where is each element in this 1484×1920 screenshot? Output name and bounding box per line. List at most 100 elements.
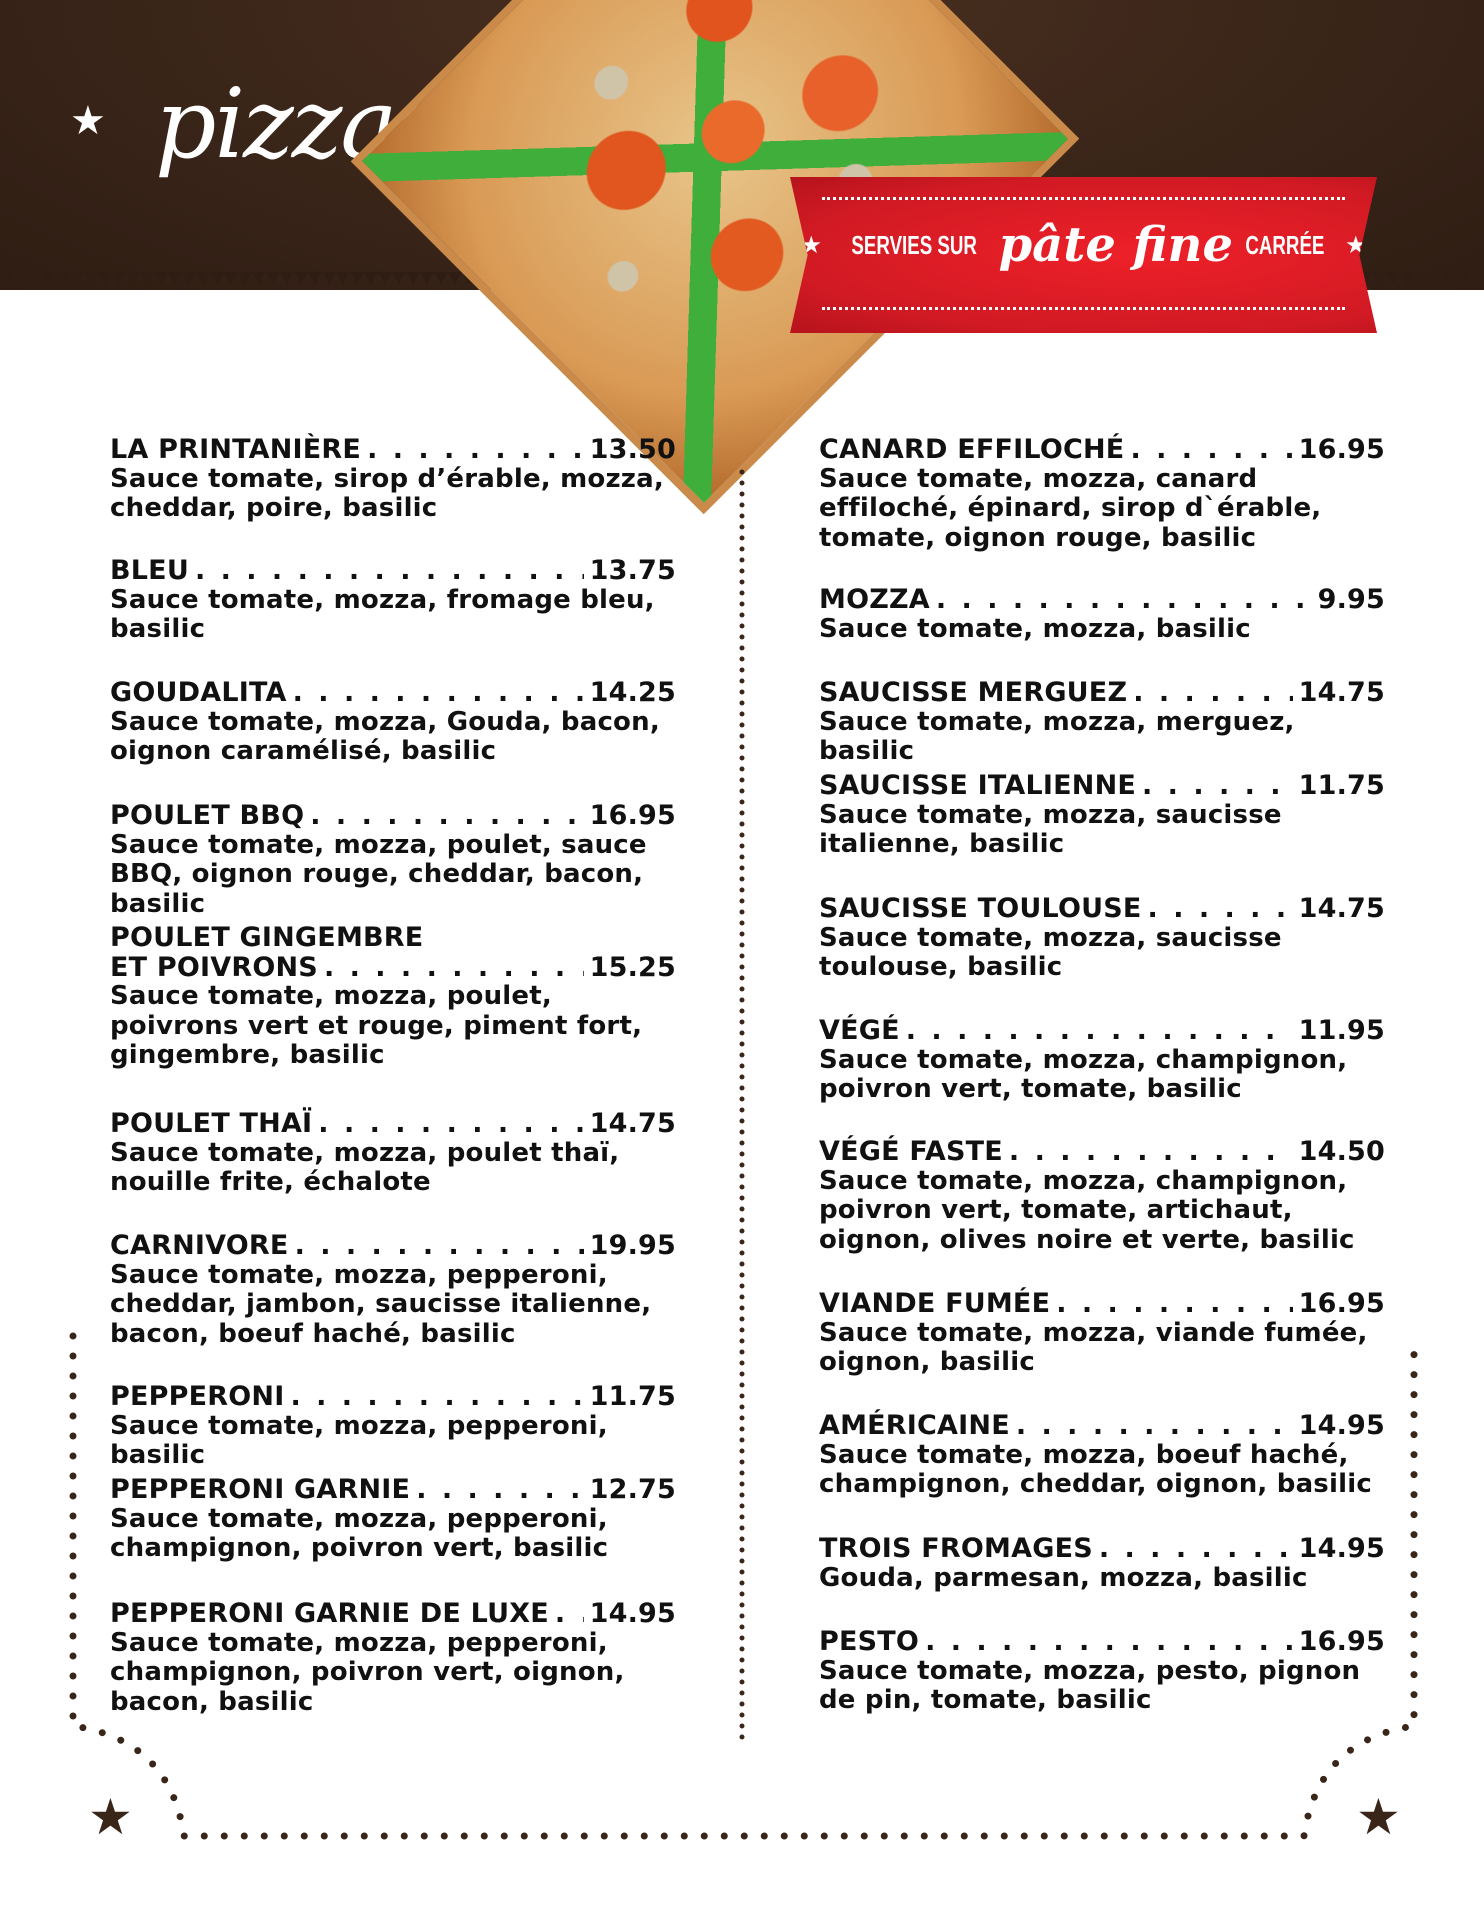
- item-price: 16.95: [1298, 434, 1385, 465]
- item-description: Sauce tomate, mozza, saucisse italienne,…: [819, 799, 1282, 859]
- leader-dots: [367, 435, 584, 465]
- item-description: Sauce tomate, mozza, poulet, poivrons ve…: [110, 981, 643, 1070]
- item-price: 13.50: [589, 434, 676, 465]
- item-price: 14.50: [1298, 1136, 1385, 1167]
- item-description: Sauce tomate, mozza, Gouda, bacon, oigno…: [110, 706, 660, 766]
- menu-item: SAUCISSE TOULOUSE 14.75 Sauce tomate, mozz…: [819, 894, 1385, 983]
- item-price: 16.95: [1298, 1626, 1385, 1657]
- item-name: PEPPERONI: [110, 1381, 285, 1412]
- item-description: Sauce tomate, mozza, basilic: [819, 613, 1251, 644]
- item-description: Sauce tomate, mozza, fromage bleu, basil…: [110, 584, 655, 644]
- leader-dots: [1148, 894, 1293, 924]
- leader-dots: [290, 1382, 583, 1412]
- item-price: 14.75: [1298, 893, 1385, 924]
- item-name: VIANDE FUMÉE: [819, 1288, 1051, 1319]
- star-icon: ★: [88, 1788, 133, 1846]
- item-name: VÉGÉ FASTE: [819, 1136, 1003, 1167]
- item-description: Sauce tomate, mozza, pepperoni, basilic: [110, 1410, 608, 1470]
- item-description: Sauce tomate, sirop d’érable, mozza, che…: [110, 463, 664, 523]
- item-description: Sauce tomate, mozza, pesto, pignon de pi…: [819, 1655, 1361, 1715]
- item-name: TROIS FROMAGES: [819, 1533, 1093, 1564]
- item-description: Sauce tomate, mozza, viande fumée, oigno…: [819, 1317, 1368, 1377]
- item-price: 15.25: [589, 951, 676, 983]
- item-price: 14.95: [589, 1598, 676, 1629]
- leader-dots: [936, 585, 1312, 615]
- item-price: 14.75: [1298, 677, 1385, 708]
- item-name: LA PRINTANIÈRE: [110, 434, 362, 465]
- leader-dots: [1142, 771, 1293, 801]
- leader-dots: [555, 1599, 584, 1629]
- item-description: Sauce tomate, mozza, pepperoni, champign…: [110, 1503, 609, 1563]
- item-name: SAUCISSE MERGUEZ: [819, 677, 1128, 708]
- item-description: Sauce tomate, mozza, saucisse toulouse, …: [819, 922, 1282, 982]
- item-description: Sauce tomate, mozza, boeuf haché, champi…: [819, 1439, 1372, 1499]
- item-price: 14.25: [589, 677, 676, 708]
- leader-dots: [416, 1475, 583, 1505]
- item-name: BLEU: [110, 555, 189, 586]
- item-name: VÉGÉ: [819, 1015, 900, 1046]
- item-name: POULET THAÏ: [110, 1108, 313, 1139]
- leader-dots: [925, 1627, 1293, 1657]
- item-price: 12.75: [589, 1474, 676, 1505]
- item-name: PESTO: [819, 1626, 920, 1657]
- leader-dots: [1009, 1137, 1293, 1167]
- item-name: SAUCISSE ITALIENNE: [819, 770, 1137, 801]
- banner-pre: SERVIES SUR: [851, 229, 978, 260]
- leader-dots: [293, 678, 584, 708]
- leader-dots: [1133, 678, 1292, 708]
- dotted-frame: [69, 1332, 1418, 1840]
- star-icon: ★: [1356, 1788, 1401, 1846]
- item-price: 16.95: [1298, 1288, 1385, 1319]
- item-price: 16.95: [589, 800, 676, 831]
- item-price: 11.75: [589, 1381, 676, 1412]
- leader-dots: [195, 556, 584, 586]
- item-description: Sauce tomate, mozza, champignon, poivron…: [819, 1044, 1348, 1104]
- star-icon: ★: [70, 98, 106, 144]
- item-name: MOZZA: [819, 584, 930, 615]
- banner-script: pâte fine: [998, 217, 1233, 273]
- item-description: Sauce tomate, mozza, pepperoni, champign…: [110, 1627, 625, 1717]
- leader-dots: [906, 1016, 1293, 1046]
- item-name: POULET BBQ: [110, 800, 305, 831]
- item-name: CANARD EFFILOCHÉ: [819, 434, 1125, 465]
- leader-dots: [318, 1109, 583, 1139]
- item-name: GOUDALITA: [110, 677, 287, 708]
- item-price: 14.95: [1298, 1533, 1385, 1564]
- item-name: PEPPERONI GARNIE: [110, 1474, 411, 1505]
- leader-dots: [310, 801, 583, 831]
- item-description: Sauce tomate, mozza, canard effiloché, é…: [819, 463, 1322, 553]
- item-description: Sauce tomate, mozza, merguez, basilic: [819, 706, 1295, 766]
- menu-item: SAUCISSE ITALIENNE 11.75 Sauce tomate, moz…: [819, 771, 1385, 860]
- leader-dots: [1016, 1411, 1293, 1441]
- leader-dots: [1130, 435, 1292, 465]
- item-price: 14.95: [1298, 1410, 1385, 1441]
- item-price: 19.95: [589, 1230, 676, 1261]
- item-price: 13.75: [589, 555, 676, 586]
- item-price: 11.75: [1298, 770, 1385, 801]
- item-name: AMÉRICAINE: [819, 1410, 1010, 1441]
- banner-post: CARRÉE: [1245, 229, 1325, 260]
- item-price: 11.95: [1298, 1015, 1385, 1046]
- item-description: Sauce tomate, mozza, poulet, sauce BBQ, …: [110, 829, 647, 919]
- item-name: ET POIVRONS: [110, 951, 318, 983]
- banner: ★ SERVIES SUR pâte fine CARRÉE ★: [790, 177, 1377, 333]
- item-price: 14.75: [589, 1108, 676, 1139]
- leader-dots: [1056, 1289, 1292, 1319]
